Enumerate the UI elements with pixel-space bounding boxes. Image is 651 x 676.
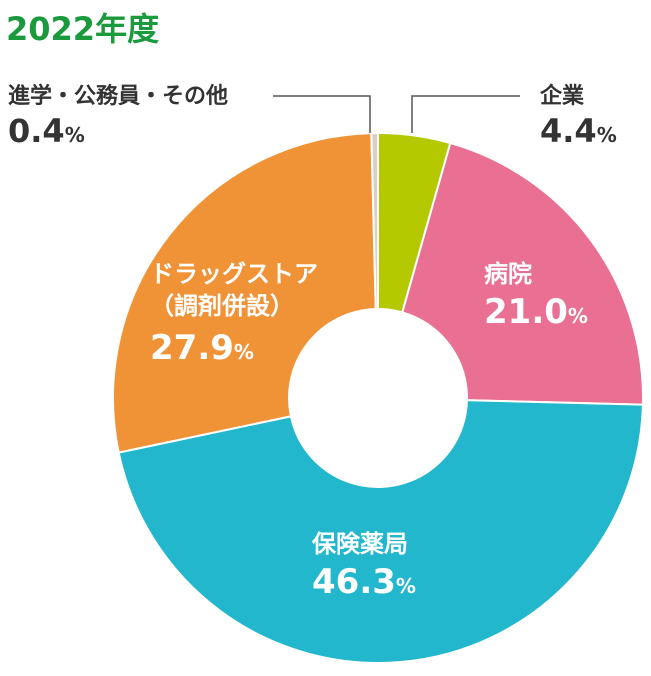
donut-hole [288, 308, 468, 488]
label-hospital-value: 21.0% [484, 292, 588, 332]
label-other: 進学・公務員・その他 0.4% [8, 78, 228, 150]
label-drugstore-name-line2: （調剤併設） [150, 292, 294, 320]
label-drugstore-value: 27.9% [150, 328, 254, 368]
label-pharmacy: 保険薬局 46.3% [312, 528, 416, 608]
label-pharmacy-value: 46.3% [312, 562, 416, 602]
label-drugstore: ドラッグストア （調剤併設） 27.9% [150, 258, 318, 374]
label-hospital-name: 病院 [484, 260, 532, 288]
slice-pharmacy [117, 396, 644, 664]
label-other-value: 0.4% [8, 112, 85, 150]
chart-title: 2022年度 [6, 10, 160, 48]
leader-line-company [411, 95, 520, 133]
label-company-value: 4.4% [540, 112, 617, 150]
label-company-name: 企業 [540, 84, 585, 109]
label-pharmacy-name: 保険薬局 [312, 530, 408, 558]
leader-line-other [273, 95, 371, 133]
label-other-name: 進学・公務員・その他 [8, 84, 229, 109]
label-hospital: 病院 21.0% [484, 258, 588, 338]
label-drugstore-name-line1: ドラッグストア [150, 260, 318, 288]
label-company: 企業 4.4% [540, 78, 617, 150]
